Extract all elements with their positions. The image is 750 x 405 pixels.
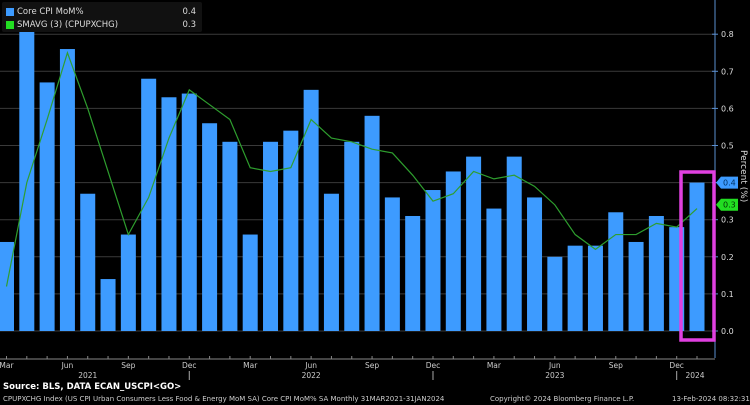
bar (39, 82, 55, 332)
bar (547, 256, 563, 331)
y-tick-label: 0.3 (721, 216, 734, 225)
highlight-rect (679, 170, 716, 342)
source-text: Source: BLS, DATA ECAN_USCPI<GO> (3, 382, 182, 392)
x-tick-label: Jun (548, 361, 561, 370)
bar (567, 245, 583, 331)
y-tick-label: 0.2 (721, 253, 734, 262)
bar (689, 182, 705, 331)
x-tick-label: Sep (365, 361, 379, 370)
bar (587, 245, 603, 331)
timestamp: 13-Feb-2024 08:32:31 (672, 395, 750, 403)
bar (384, 197, 400, 331)
legend-swatch-green (6, 20, 14, 29)
bar (59, 49, 75, 331)
year-label: 2021 (78, 371, 97, 380)
highlight-box (679, 170, 716, 342)
bar (222, 141, 238, 331)
y-axis-label: Percent (%) (738, 150, 748, 202)
bar (120, 234, 136, 331)
x-tick-label: Dec (669, 361, 684, 370)
bar (141, 78, 157, 331)
x-tick-label: Dec (426, 361, 441, 370)
x-tick-label: Mar (487, 361, 502, 370)
legend-item-core-cpi[interactable]: Core CPI MoM% 0.4 (6, 5, 196, 18)
legend-value: 0.4 (182, 6, 196, 17)
x-tick-label: Dec (182, 361, 197, 370)
x-axis: Mar Jun Sep Dec Mar Jun Sep Dec Mar Jun Sep Dec 2021… (0, 356, 715, 380)
y-tick-label: 0.1 (721, 290, 734, 299)
x-tick-label: Sep (121, 361, 135, 370)
year-label: 2023 (545, 371, 564, 380)
y-tick-label: 0.8 (721, 30, 734, 39)
y-axis: 0.0 0.1 0.2 0.3 0.5 0.6 0.7 0.8 0.4 0.3 (712, 0, 738, 358)
bar (486, 208, 502, 331)
bar (303, 89, 319, 331)
bar (527, 197, 543, 331)
bar (628, 241, 644, 331)
x-tick-label: Sep (609, 361, 623, 370)
legend-label: Core CPI MoM% (17, 6, 84, 17)
bar-chart: 0.0 0.1 0.2 0.3 0.5 0.6 0.7 0.8 0.4 0.3 Mar Jun Sep… (0, 0, 748, 380)
copyright-text: Copyright© 2024 Bloomberg Finance L.P. (490, 395, 635, 403)
y-tick-label: 0.6 (721, 104, 734, 113)
y-tick-label: 0.0 (721, 327, 734, 336)
legend-label: SMAVG (3) (CPUPXCHG) (17, 19, 119, 30)
legend-swatch-blue (6, 7, 14, 16)
bar (181, 93, 197, 331)
bar (263, 141, 279, 331)
bar (425, 190, 441, 331)
tag-shape (716, 198, 738, 211)
current-value-tag: 0.4 (716, 176, 738, 189)
x-tick-label: Jun (304, 361, 317, 370)
bar (161, 97, 177, 332)
bar (648, 215, 664, 331)
bar (242, 234, 258, 331)
bar (80, 193, 96, 331)
bar (344, 141, 360, 331)
series-description: CPUPXCHG Index (US CPI Urban Consumers L… (3, 395, 445, 403)
current-value-tag: 0.3 (716, 198, 738, 211)
bar (405, 215, 421, 331)
bar (202, 123, 218, 332)
sma-line-series (5, 50, 698, 287)
bar (608, 212, 624, 331)
bar (323, 193, 339, 331)
bar-series (0, 30, 705, 332)
tag-label: 0.4 (723, 179, 736, 188)
tag-label: 0.3 (723, 201, 736, 210)
x-tick-label: Mar (0, 361, 14, 370)
legend: Core CPI MoM% 0.4 SMAVG (3) (CPUPXCHG) 0… (2, 2, 202, 32)
bar (506, 156, 522, 331)
y-tick-label: 0.5 (721, 142, 734, 151)
tag-shape (716, 176, 738, 189)
x-tick-label: Jun (61, 361, 74, 370)
year-label: 2022 (302, 371, 321, 380)
y-tick-label: 0.7 (721, 67, 734, 76)
legend-value: 0.3 (182, 19, 196, 30)
year-label: 2024 (685, 371, 704, 380)
x-tick-label: Mar (243, 361, 258, 370)
legend-item-smavg[interactable]: SMAVG (3) (CPUPXCHG) 0.3 (6, 18, 196, 31)
bar (364, 115, 380, 331)
bar (466, 156, 482, 331)
sma-line (5, 50, 698, 287)
bar (100, 279, 116, 331)
bar (283, 130, 299, 331)
bar (445, 171, 461, 331)
